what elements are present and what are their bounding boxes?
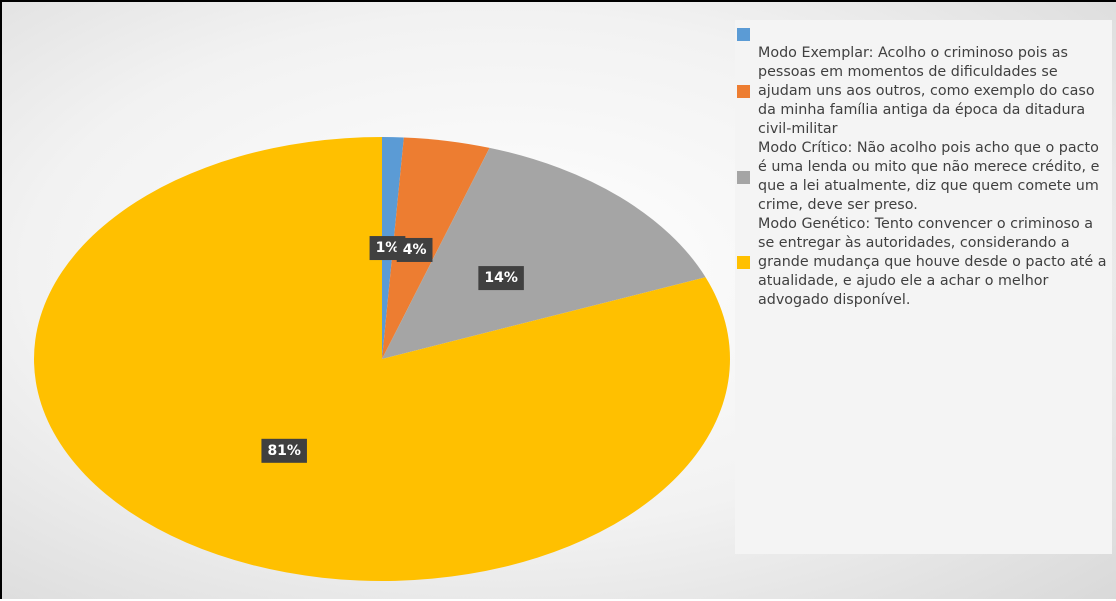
- legend-label: Modo Exemplar: Acolho o criminoso pois a…: [758, 45, 1095, 137]
- data-label: 4%: [396, 237, 433, 262]
- data-label-box: [478, 266, 524, 291]
- data-label-text: 1%: [376, 240, 400, 256]
- legend-entry: Modo Crítico: Não acolho pois acho que o…: [735, 139, 1112, 215]
- data-label-text: 14%: [484, 270, 518, 286]
- legend-marker: [737, 170, 750, 184]
- pie-slice: [382, 137, 490, 359]
- legend-label: Modo Crítico: Não acolho pois acho que o…: [758, 140, 1100, 213]
- legend-entry: [735, 24, 1112, 44]
- data-label-text: 81%: [267, 443, 301, 459]
- legend-marker: [737, 27, 750, 41]
- data-label-text: 4%: [403, 242, 427, 258]
- legend-entry: Modo Genético: Tento convencer o crimino…: [735, 215, 1112, 310]
- pie-slice: [33, 137, 730, 582]
- data-label-box: [396, 237, 433, 262]
- legend-marker: [737, 256, 750, 269]
- data-label: 81%: [261, 438, 307, 463]
- legend-marker: [737, 85, 750, 98]
- data-label: 14%: [478, 266, 524, 291]
- legend-entry: Modo Exemplar: Acolho o criminoso pois a…: [735, 44, 1112, 139]
- pie-slice: [382, 147, 706, 359]
- legend: Modo Exemplar: Acolho o criminoso pois a…: [735, 20, 1112, 554]
- legend-label: [758, 24, 1110, 44]
- legend-label: Modo Genético: Tento convencer o crimino…: [758, 216, 1107, 308]
- data-label-box: [261, 438, 307, 463]
